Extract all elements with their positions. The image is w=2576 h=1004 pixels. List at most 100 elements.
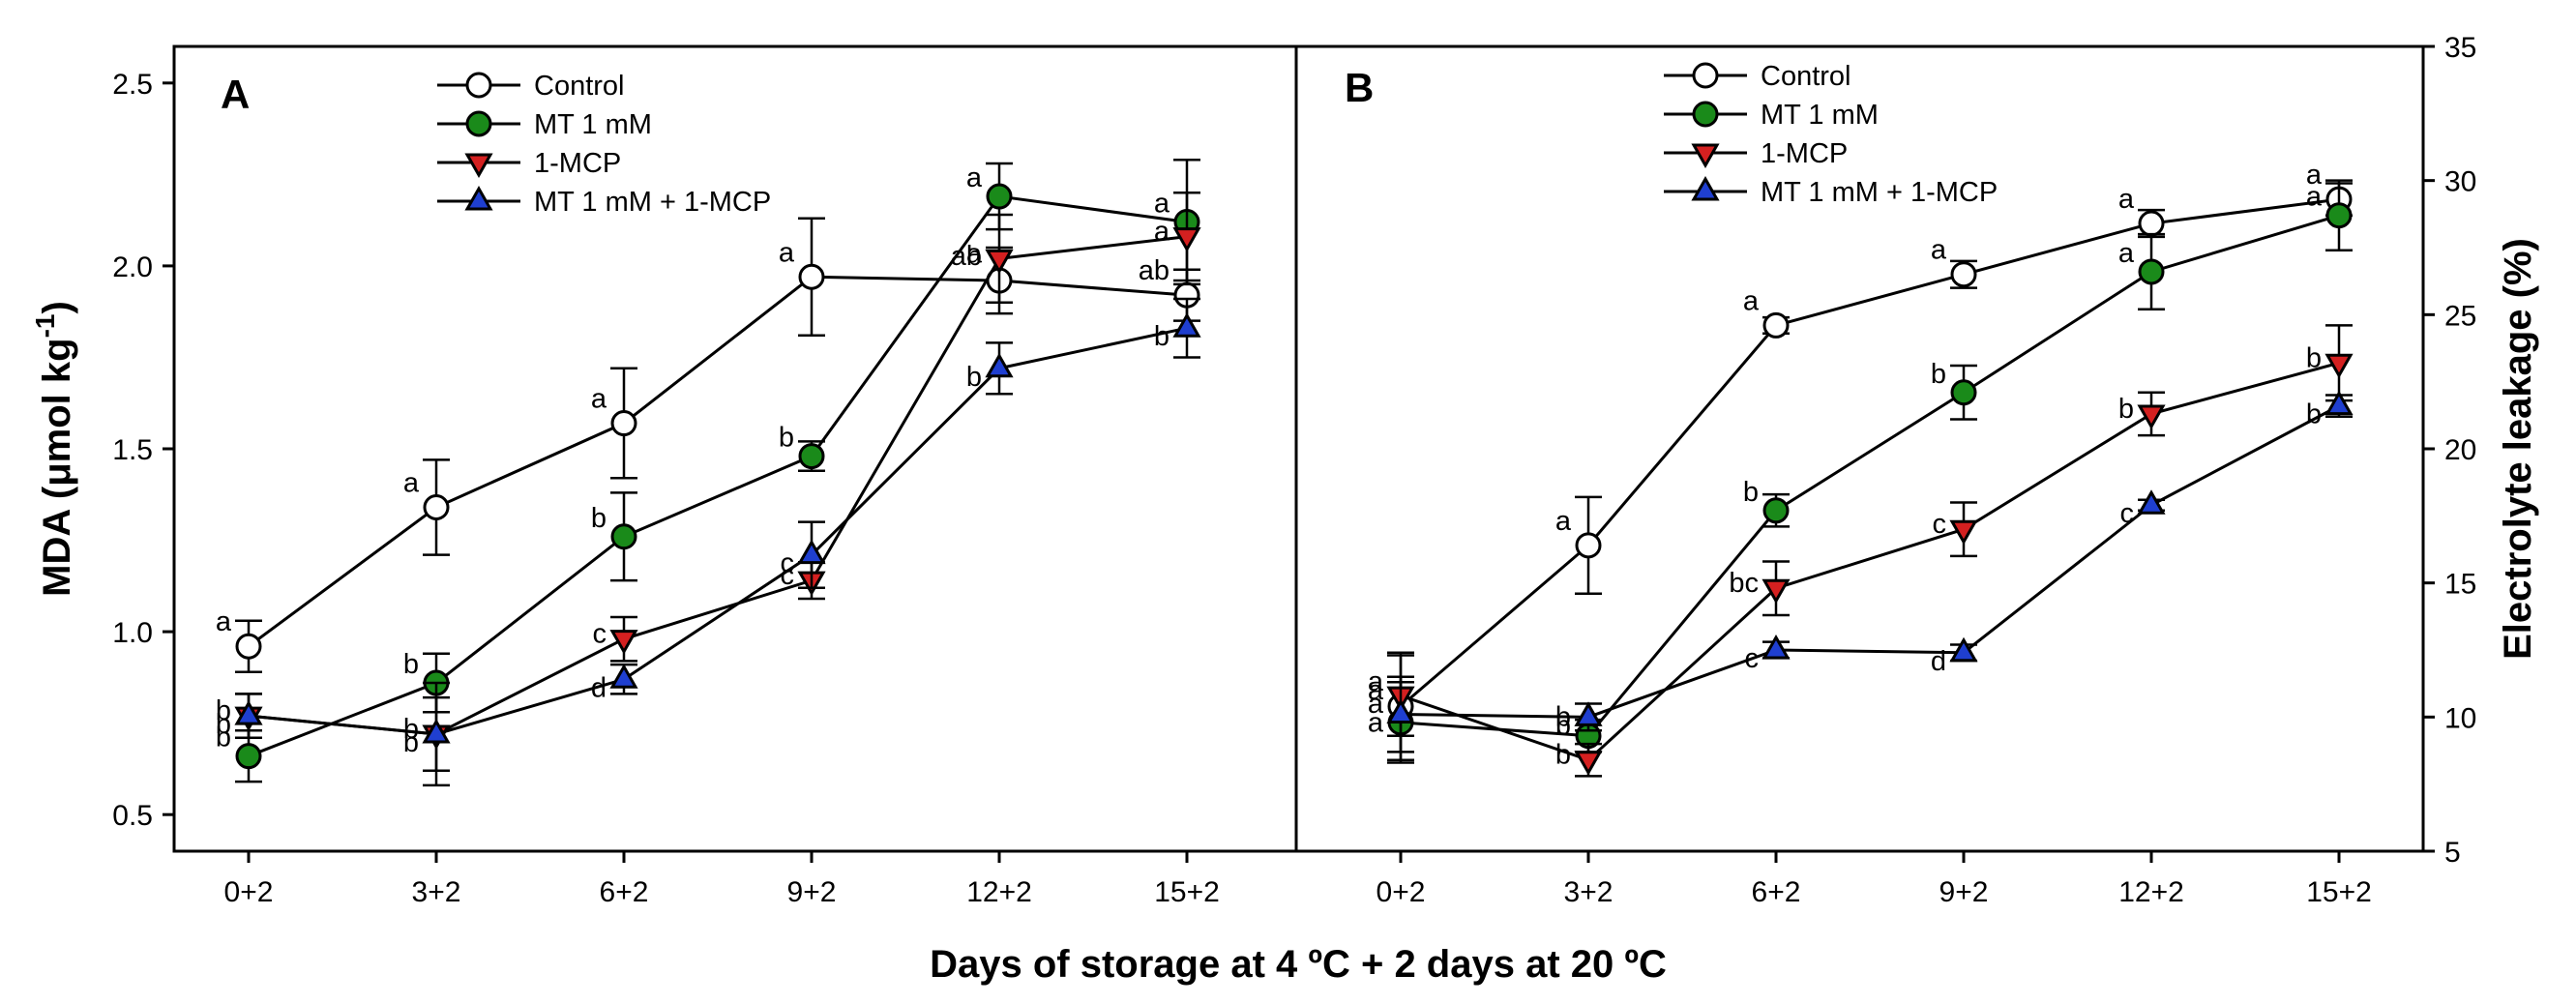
legend-marker-b-1 <box>1692 101 1719 128</box>
data-point-a-0-1 <box>423 494 450 521</box>
sig-letter-a-3-4: b <box>966 362 982 393</box>
data-point-b-2-4 <box>2137 404 2166 429</box>
sig-letter-a-1-5: a <box>1154 189 1170 220</box>
x-tick-label-a-3: 9+2 <box>787 876 837 908</box>
x-tick-label-b-4: 12+2 <box>2118 876 2184 908</box>
sig-letter-a-1-3: b <box>779 423 794 454</box>
sig-letter-b-0-5: a <box>2306 160 2323 191</box>
data-point-b-1-4 <box>2138 258 2165 285</box>
sig-letter-b-2-0: a <box>1368 675 1384 706</box>
data-point-b-0-4 <box>2138 210 2165 237</box>
legend-marker-a-0 <box>465 72 492 99</box>
data-point-b-0-3 <box>1950 261 1977 288</box>
y-axis-title-left: MDA (μmol kg-1) <box>30 301 78 597</box>
sig-letter-a-1-1: b <box>403 649 419 680</box>
sig-letter-a-3-2: d <box>591 672 607 703</box>
x-tick-label-a-0: 0+2 <box>224 876 274 908</box>
sig-letter-a-3-1: b <box>403 727 419 758</box>
x-axis-title: Days of storage at 4 ºC + 2 days at 20 º… <box>930 943 1667 986</box>
sig-letter-b-1-3: b <box>1931 359 1946 390</box>
data-point-b-1-2 <box>1762 497 1790 524</box>
legend-marker-b-0 <box>1692 62 1719 89</box>
legend-label-a-3: MT 1 mM + 1-MCP <box>534 187 771 218</box>
data-point-a-0-2 <box>610 410 637 437</box>
sig-letter-b-1-2: b <box>1743 477 1759 508</box>
legend-label-b-2: 1-MCP <box>1761 138 1848 169</box>
plot-frame <box>172 44 2425 853</box>
sig-letter-a-2-5: a <box>1154 217 1170 248</box>
data-point-b-1-5 <box>2325 202 2353 229</box>
sig-letter-a-1-2: b <box>591 503 607 534</box>
legend-label-b-1: MT 1 mM <box>1761 100 1879 131</box>
data-point-b-3-2 <box>1762 634 1791 660</box>
sig-letter-a-0-3: a <box>779 237 795 268</box>
y-tick-label-b-1: 10 <box>2444 702 2476 734</box>
x-tick-label-b-3: 9+2 <box>1939 876 1989 908</box>
x-tick-label-a-4: 12+2 <box>966 876 1032 908</box>
sig-letter-a-1-4: a <box>966 162 983 193</box>
sig-letter-b-3-2: c <box>1745 643 1760 674</box>
y-tick-label-b-4: 25 <box>2444 300 2476 332</box>
sig-letter-b-0-2: a <box>1743 285 1760 316</box>
y-tick-label-b-5: 30 <box>2444 166 2476 198</box>
sig-letter-a-2-2: c <box>593 619 607 650</box>
sig-letter-b-2-4: b <box>2118 394 2134 425</box>
data-point-b-0-2 <box>1762 311 1790 339</box>
data-point-a-3-5 <box>1172 312 1201 338</box>
sig-letter-b-0-1: a <box>1555 506 1572 537</box>
sig-letter-b-0-0: a <box>1368 666 1384 697</box>
y-tick-label-b-2: 15 <box>2444 569 2476 601</box>
x-tick-label-a-2: 6+2 <box>600 876 649 908</box>
sig-letter-a-0-1: a <box>403 468 420 499</box>
sig-letter-a-0-0: a <box>216 606 232 637</box>
sig-letter-b-2-1: b <box>1555 740 1571 771</box>
sig-letter-b-1-0: a <box>1368 689 1384 720</box>
legend-label-b-0: Control <box>1761 61 1851 92</box>
y-tick-label-a-4: 2.5 <box>112 69 153 101</box>
x-tick-label-b-5: 15+2 <box>2306 876 2372 908</box>
series-line-b-2 <box>1400 361 2340 762</box>
data-point-b-3-4 <box>2137 489 2166 515</box>
data-point-a-2-2 <box>609 630 638 655</box>
x-tick-label-a-1: 3+2 <box>412 876 461 908</box>
sig-letter-a-2-1: b <box>403 714 419 745</box>
panel-b: 0+2 3+2 6+2 9+2 12+2 15+25101520253035aaaaaaa… <box>1368 32 2477 908</box>
data-point-b-3-5 <box>2324 390 2354 416</box>
legend-label-b-3: MT 1 mM + 1-MCP <box>1761 177 1998 208</box>
series-line-b-3 <box>1400 404 2340 719</box>
data-point-b-0-1 <box>1575 532 1602 559</box>
data-point-a-0-0 <box>235 633 262 660</box>
data-point-b-2-1 <box>1574 751 1603 776</box>
series-line-b-1 <box>1400 214 2340 738</box>
legend-marker-a-2 <box>464 153 493 179</box>
legend-label-a-2: 1-MCP <box>534 148 621 179</box>
data-point-a-2-4 <box>985 249 1014 275</box>
data-point-b-2-5 <box>2324 353 2354 379</box>
sig-letter-b-0-3: a <box>1931 235 1947 266</box>
sig-letter-b-2-3: c <box>1933 509 1947 540</box>
x-tick-label-b-0: 0+2 <box>1377 876 1426 908</box>
sig-letter-a-0-2: a <box>591 384 607 415</box>
sig-letter-a-3-3: c <box>781 548 795 579</box>
data-point-a-3-4 <box>985 352 1014 378</box>
data-point-b-3-0 <box>1386 698 1415 724</box>
sig-letter-b-3-5: b <box>2306 399 2322 430</box>
sig-letter-a-2-0: b <box>216 695 231 726</box>
legend-label-a-1: MT 1 mM <box>534 109 652 140</box>
sig-letter-b-3-0: a <box>1368 708 1384 739</box>
sig-letter-b-3-1: b <box>1555 710 1571 741</box>
sig-letter-a-1-0: b <box>216 723 231 753</box>
series-line-a-0 <box>248 275 1188 648</box>
y-tick-label-b-0: 5 <box>2444 837 2461 869</box>
sig-letter-b-0-4: a <box>2118 184 2135 215</box>
data-point-a-2-5 <box>1172 227 1201 252</box>
panel-a-label: A <box>221 72 250 117</box>
y-tick-label-b-3: 20 <box>2444 434 2476 466</box>
legend-marker-b-2 <box>1691 143 1720 169</box>
sig-letter-a-0-5: ab <box>1139 255 1170 286</box>
sig-letter-b-2-5: b <box>2306 342 2322 373</box>
data-point-b-3-1 <box>1574 701 1603 726</box>
data-point-a-3-0 <box>234 700 263 725</box>
sig-letter-b-1-5: a <box>2306 182 2323 213</box>
